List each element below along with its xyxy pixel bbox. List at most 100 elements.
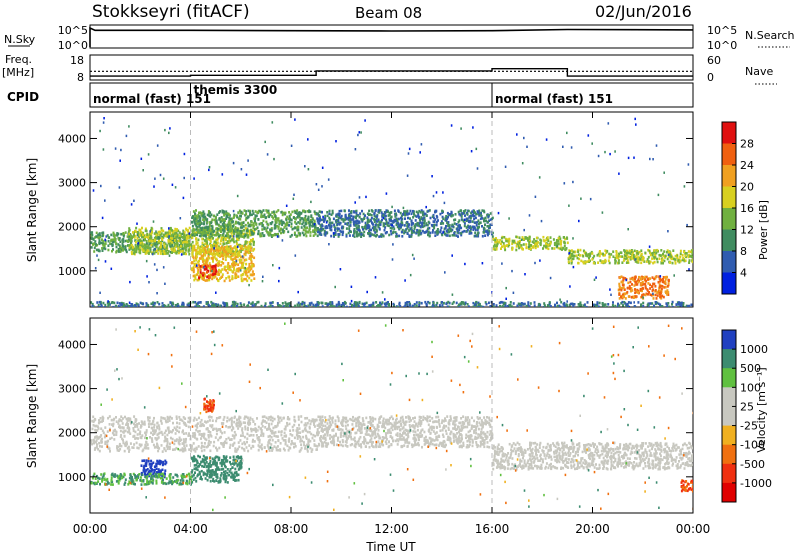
power-cell (309, 303, 312, 306)
power-cell (355, 209, 358, 213)
power-cell (247, 251, 250, 255)
power-cell (355, 305, 357, 307)
power-cell (144, 244, 147, 247)
power-cell (556, 244, 558, 248)
power-cell (398, 234, 401, 238)
power-cell (652, 292, 654, 295)
power-colorbar-label: 12 (740, 224, 754, 237)
power-cell (649, 302, 652, 305)
power-cell (226, 212, 228, 215)
power-cell (244, 240, 247, 243)
power-cell (374, 231, 377, 234)
power-cell (159, 173, 162, 177)
power-cell (652, 282, 655, 286)
power-cell (664, 290, 667, 293)
velocity-cell (233, 441, 236, 445)
power-cell (470, 211, 473, 215)
power-cell (418, 218, 421, 222)
power-cell (395, 223, 398, 227)
power-cell (667, 278, 670, 282)
power-cell (625, 251, 628, 255)
power-cell (250, 231, 253, 234)
power-cell (99, 300, 102, 304)
power-cell (221, 253, 224, 256)
power-cell (274, 215, 277, 218)
power-cell (234, 245, 236, 248)
power-cell (530, 244, 532, 247)
power-cell (578, 219, 580, 223)
power-cell (681, 253, 684, 257)
power-cell (636, 290, 639, 294)
power-cell (582, 261, 585, 265)
power-cell (128, 248, 131, 251)
power-cell (350, 218, 353, 221)
power-cell (376, 305, 379, 307)
power-cell (297, 214, 300, 217)
power-cell (463, 224, 466, 228)
power-cell (319, 217, 321, 221)
power-cell (197, 278, 200, 282)
power-cell (537, 305, 540, 307)
cpid-mode-label: normal (fast) 151 (495, 92, 613, 106)
power-cell (182, 301, 185, 305)
power-cell (223, 247, 225, 250)
power-cell (674, 262, 677, 265)
power-cell (306, 230, 309, 234)
power-cell (489, 306, 492, 307)
power-cell (285, 302, 288, 306)
power-cell (640, 295, 643, 299)
power-cell (546, 245, 549, 248)
power-cell (376, 215, 379, 218)
power-cell (406, 213, 409, 216)
power-cell (666, 289, 669, 292)
power-cell (203, 250, 206, 254)
power-cell (344, 215, 347, 219)
power-cell (267, 231, 270, 234)
power-cell (420, 301, 423, 305)
power-cell (382, 214, 385, 217)
power-cell (302, 233, 305, 237)
power-cell (251, 270, 254, 273)
power-cell (137, 242, 140, 245)
power-cell (216, 213, 219, 216)
power-cell (231, 220, 234, 224)
power-cell (117, 243, 120, 246)
power-cell (118, 186, 121, 189)
power-cell (570, 254, 573, 257)
power-cell (231, 277, 234, 281)
power-cell (214, 272, 217, 275)
power-cell (418, 224, 421, 228)
power-cell (683, 185, 686, 188)
power-cell (333, 233, 335, 237)
power-cell (273, 157, 275, 161)
power-cell (642, 293, 645, 296)
power-cell (111, 249, 113, 253)
power-cell (247, 209, 250, 213)
power-cell (129, 305, 132, 307)
power-cell (221, 260, 223, 264)
power-cell (604, 150, 606, 154)
velocity-cell (94, 446, 97, 450)
power-cell (485, 230, 487, 233)
power-cell (261, 224, 264, 228)
power-cell (242, 273, 244, 276)
power-cell (203, 212, 206, 216)
power-cell (199, 230, 202, 233)
power-cell (304, 214, 307, 218)
power-cell (323, 218, 326, 221)
power-cell (254, 216, 257, 219)
power-cell (215, 233, 218, 237)
power-cell (200, 248, 202, 252)
power-cell (261, 280, 264, 283)
power-cell (353, 235, 356, 238)
power-cell (676, 256, 679, 260)
power-cell (191, 220, 194, 224)
power-cell (215, 257, 218, 261)
power-cell (384, 226, 387, 229)
power-cell (429, 216, 432, 220)
power-cell (342, 220, 345, 223)
power-cell (526, 145, 528, 148)
power-cell (204, 264, 207, 268)
power-cell (675, 255, 678, 258)
power-cell (677, 306, 680, 307)
